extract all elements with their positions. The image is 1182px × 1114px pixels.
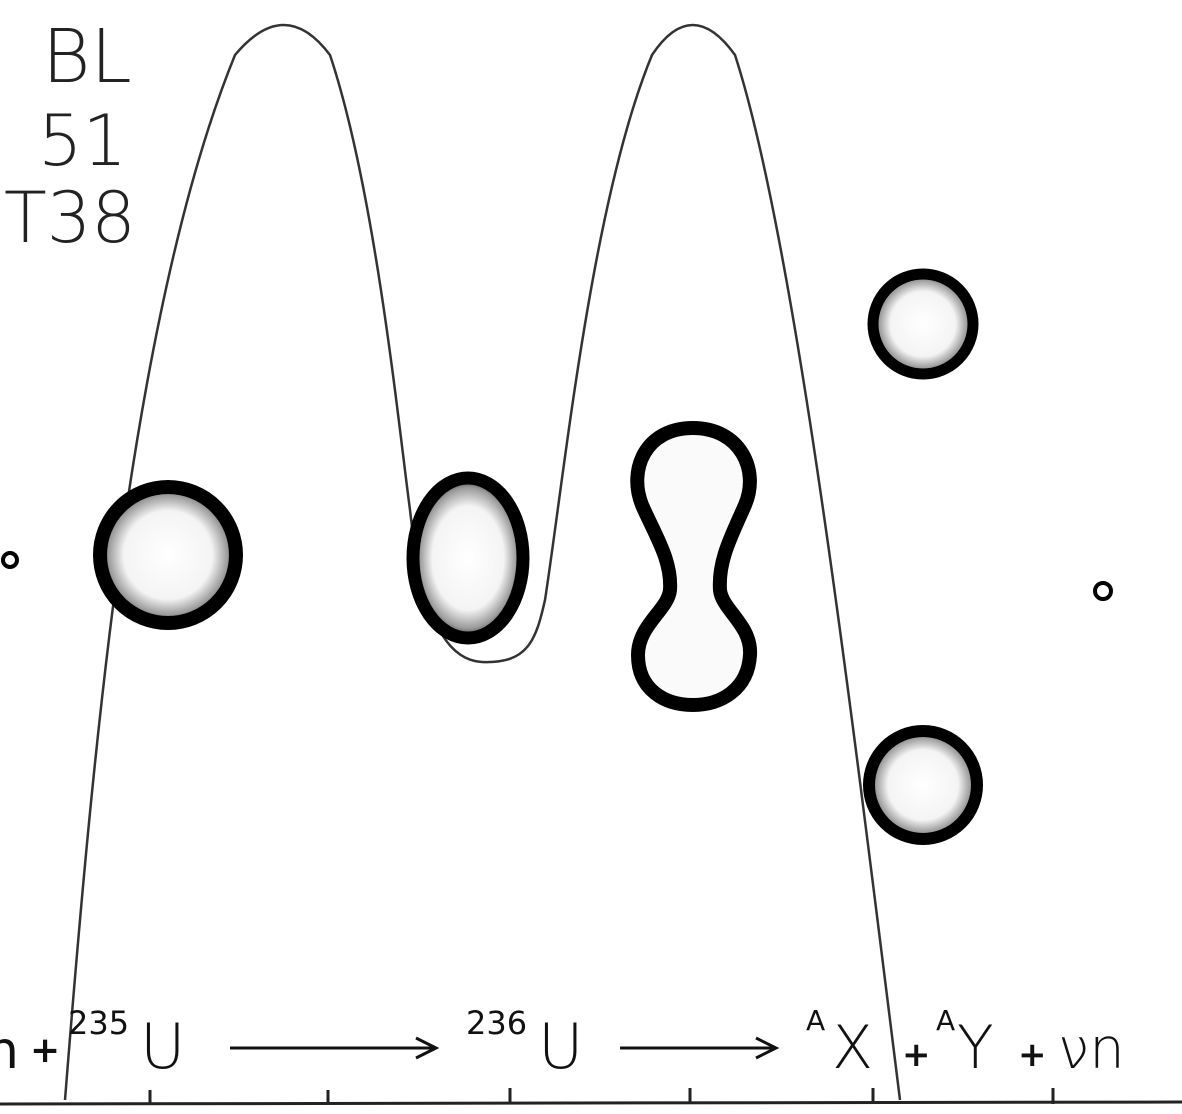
note-line: 51 — [38, 100, 127, 182]
element: X — [832, 1013, 873, 1083]
element: Y — [957, 1013, 994, 1083]
arrow — [620, 1036, 780, 1060]
fragment — [863, 725, 983, 845]
nucleus — [93, 480, 243, 630]
mass-number: 236 — [466, 1004, 527, 1042]
mass-number: 235 — [68, 1004, 129, 1042]
neutron-dot — [1093, 581, 1113, 601]
arrow — [230, 1036, 440, 1060]
note-line: BL — [42, 14, 132, 100]
mass-number: A — [806, 1004, 825, 1037]
note-line: T38 — [4, 177, 136, 259]
barrier-curve — [63, 23, 902, 1101]
neutrons: νn — [1058, 1017, 1125, 1082]
element: U — [538, 1010, 583, 1083]
plus: + — [902, 1035, 931, 1075]
axis — [0, 1100, 1182, 1106]
scission-nucleus — [630, 420, 758, 713]
axis-ticks — [148, 1088, 1055, 1104]
element: U — [140, 1010, 185, 1083]
plus: + — [1018, 1035, 1047, 1075]
fragment — [867, 268, 979, 380]
mass-number: A — [936, 1004, 955, 1037]
plus: + — [30, 1030, 60, 1071]
neutron: n — [0, 1021, 19, 1081]
deformed-nucleus — [406, 471, 530, 645]
neutron-dot — [1, 551, 19, 569]
